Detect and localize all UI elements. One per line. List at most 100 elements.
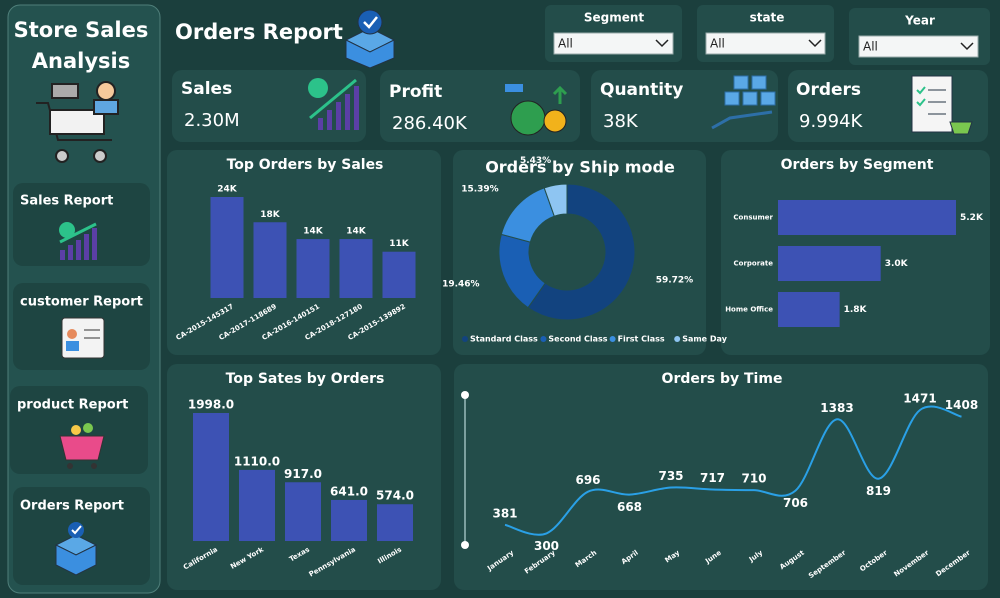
legend-label: Same Day [682,335,728,344]
kpi-label: Quantity [600,80,683,100]
bar [210,197,244,298]
kpi-icon [711,75,776,130]
data-label: 710 [741,472,766,486]
data-label: 18K [260,210,281,220]
kpi-label: Orders [796,80,861,100]
data-label: 24K [217,185,238,195]
nav-icon [59,423,105,469]
y-tick-label: Home Office [725,306,773,314]
chart-title: Top Sates by Orders [226,371,385,387]
chart-title: Orders by Time [662,371,783,387]
bar [331,499,367,541]
nav-icon [61,317,105,359]
slicer[interactable]: state All [697,5,834,62]
y-tick-label: Corporate [734,260,774,268]
chart-panel [453,150,706,355]
bar [193,413,229,541]
nav-card[interactable] [13,183,150,266]
data-label: 381 [492,506,517,520]
dropdown-value[interactable]: All [710,37,725,51]
donut-slice [527,183,636,321]
data-label: 14K [346,227,367,237]
legend-marker [540,336,547,342]
chart-panel [454,364,988,590]
nav-card[interactable] [13,487,150,585]
kpi-value: 2.30M [184,110,240,131]
dropdown-arrow[interactable] [655,39,669,48]
nav-product[interactable]: product Report [10,386,148,474]
bar [778,200,956,235]
dropdown-value[interactable]: All [558,37,573,51]
nav-sales[interactable]: Sales Report [13,183,150,266]
nav-label[interactable]: Orders Report [20,499,124,514]
kpi-value: 286.40K [392,113,468,134]
dropdown-arrow[interactable] [960,42,974,51]
dropdown-arrow[interactable] [808,39,822,48]
nav-label[interactable]: customer Report [20,295,143,310]
data-label: 917.0 [284,467,322,481]
data-label: 641.0 [330,484,368,498]
kpi-icon [308,78,359,130]
bar [778,292,840,327]
kpi-icon [911,75,973,135]
dropdown-value[interactable]: All [863,40,878,54]
chart-title: Top Orders by Sales [227,157,384,173]
nav-orders[interactable]: Orders Report [13,487,150,585]
chart-title: Orders by Ship mode [485,158,675,177]
nav-icon [59,222,97,260]
legend-label: Standard Class [470,335,538,344]
slicer-label: Segment [584,11,645,25]
sidebar-title: Store Sales [14,18,149,42]
donut-slice [543,183,568,217]
data-label: 819 [866,484,891,498]
data-label: 3.0K [885,259,909,269]
line [504,405,962,536]
data-label: 15.39% [461,184,499,194]
slider-handle[interactable] [461,541,469,549]
nav-label[interactable]: product Report [17,398,128,413]
bar [382,251,416,298]
bar [377,504,413,541]
legend-label: Second Class [548,335,607,344]
dropdown[interactable] [705,32,826,55]
nav-customer[interactable]: customer Report [13,283,150,370]
data-label: 59.72% [656,275,694,285]
data-label: 1.8K [844,305,868,315]
bar [253,222,287,298]
data-label: 735 [658,469,683,483]
kpi-card [591,70,778,142]
time-slider[interactable] [461,391,469,549]
slicer[interactable]: Year All [849,8,990,65]
page-title: Orders Report [175,20,343,44]
legend-marker [462,336,468,342]
nav-icon [54,522,98,576]
bar [296,239,330,298]
data-label: 5.2K [960,213,984,223]
data-label: 300 [534,539,559,553]
nav-label[interactable]: Sales Report [20,194,113,209]
chart-panel [167,364,441,590]
slicer[interactable]: Segment All [545,5,682,62]
data-label: 717 [700,471,725,485]
kpi-label: Sales [181,79,232,99]
data-label: 1383 [820,401,853,415]
data-label: 1998.0 [188,398,234,412]
kpi-icon [505,84,568,136]
kpi-label: Profit [389,82,442,102]
legend-label: First Class [618,335,665,344]
chart-title: Orders by Segment [781,157,934,173]
data-label: 14K [303,227,324,237]
data-label: 696 [575,473,600,487]
data-label: 1110.0 [234,454,280,468]
dropdown[interactable] [553,32,674,55]
data-label: 1408 [945,398,978,412]
slicer-label: state [750,11,785,25]
slider-handle[interactable] [461,391,469,399]
data-label: 706 [783,496,808,510]
bar [285,482,321,541]
dropdown[interactable] [858,35,979,58]
data-label: 1471 [903,392,936,406]
slicer-label: Year [904,14,935,28]
sidebar-title: Analysis [32,49,130,73]
